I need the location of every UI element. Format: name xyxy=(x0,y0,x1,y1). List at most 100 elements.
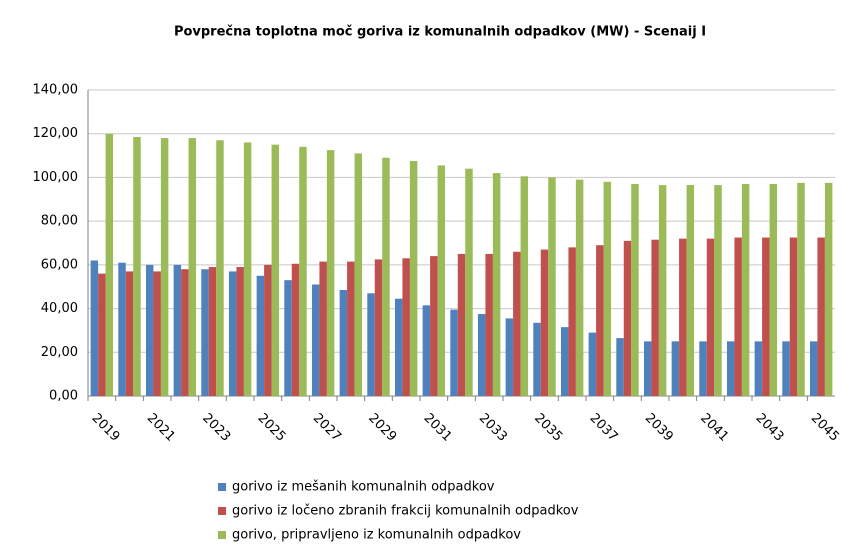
y-tick-label: 60,00 xyxy=(41,257,78,272)
y-tick-label: 140,00 xyxy=(33,83,79,98)
bar xyxy=(651,239,659,396)
legend-label: gorivo iz ločeno zbranih frakcij komunal… xyxy=(232,504,579,519)
y-tick-label: 40,00 xyxy=(41,301,78,316)
bar xyxy=(437,165,446,396)
bar xyxy=(485,253,493,396)
bar xyxy=(98,273,106,396)
legend-swatch xyxy=(218,483,226,491)
bar xyxy=(754,341,763,396)
bar xyxy=(160,138,169,397)
bar xyxy=(133,136,141,396)
y-tick-label: 20,00 xyxy=(41,345,78,360)
bar xyxy=(548,177,556,396)
x-tick-label: 2021 xyxy=(144,411,178,445)
legend-swatch xyxy=(218,531,226,539)
bar xyxy=(568,247,576,396)
bar xyxy=(339,289,348,396)
x-tick-label: 2035 xyxy=(531,411,565,445)
bar xyxy=(256,275,265,396)
x-tick-label: 2037 xyxy=(587,411,621,445)
bar xyxy=(291,263,300,396)
bar xyxy=(311,284,320,396)
bar xyxy=(817,237,825,396)
chart-title: Povprečna toplotna moč goriva iz komunal… xyxy=(174,25,706,40)
bar xyxy=(734,237,742,396)
bar xyxy=(505,318,514,396)
bar xyxy=(465,168,473,396)
bar xyxy=(477,314,486,396)
bar xyxy=(374,259,383,396)
bar xyxy=(264,264,272,396)
bar xyxy=(616,338,624,396)
bar xyxy=(513,251,521,396)
y-tick-label: 80,00 xyxy=(41,214,78,229)
bar xyxy=(782,341,790,396)
bar xyxy=(153,271,161,396)
y-tick-label: 0,00 xyxy=(49,389,78,404)
bar xyxy=(631,183,639,396)
bar xyxy=(603,181,612,396)
bar xyxy=(271,144,280,396)
bar xyxy=(706,238,715,396)
bar xyxy=(354,153,363,396)
bar xyxy=(492,173,501,396)
bar xyxy=(181,269,189,396)
x-tick-label: 2025 xyxy=(255,411,289,445)
x-tick-label: 2045 xyxy=(808,411,842,445)
bar xyxy=(326,150,335,396)
bar xyxy=(797,182,805,396)
bar xyxy=(430,256,438,396)
bar xyxy=(588,332,597,396)
bar xyxy=(533,322,541,396)
bar xyxy=(216,140,224,396)
bar xyxy=(741,183,750,396)
bar xyxy=(347,261,355,396)
bar xyxy=(145,264,154,396)
bar xyxy=(236,267,244,396)
x-tick-label: 2023 xyxy=(199,411,233,445)
x-tick-label: 2041 xyxy=(697,411,731,445)
bar xyxy=(679,238,687,396)
bar xyxy=(789,237,798,396)
bar xyxy=(726,341,735,396)
bar xyxy=(173,264,182,396)
x-tick-label: 2027 xyxy=(310,411,344,445)
bar xyxy=(762,237,770,396)
bar xyxy=(560,327,569,396)
bar xyxy=(658,185,667,396)
bar xyxy=(671,341,680,396)
bar xyxy=(809,341,818,396)
bar xyxy=(520,176,529,396)
bar xyxy=(457,253,466,396)
bar xyxy=(228,271,237,396)
bar xyxy=(769,183,778,396)
bar xyxy=(394,298,403,396)
y-tick-label: 120,00 xyxy=(33,126,79,141)
bar xyxy=(623,240,632,396)
legend-label: gorivo iz mešanih komunalnih odpadkov xyxy=(232,480,495,495)
x-tick-label: 2029 xyxy=(365,411,399,445)
bar xyxy=(243,142,252,396)
bar xyxy=(699,341,707,396)
x-tick-label: 2019 xyxy=(89,411,123,445)
x-tick-label: 2039 xyxy=(642,411,676,445)
bar xyxy=(125,271,134,396)
bar xyxy=(284,280,292,396)
bar xyxy=(319,261,327,396)
legend-swatch xyxy=(218,507,226,515)
bar xyxy=(540,249,549,396)
x-tick-label: 2033 xyxy=(476,411,510,445)
bar xyxy=(450,309,458,396)
bar xyxy=(188,138,197,397)
bar xyxy=(201,269,209,396)
bar xyxy=(422,305,431,396)
bar xyxy=(367,293,375,396)
x-tick-label: 2043 xyxy=(753,411,787,445)
bar xyxy=(824,182,833,396)
bar xyxy=(299,146,307,396)
bar xyxy=(643,341,652,396)
bar xyxy=(90,260,99,396)
bar xyxy=(105,133,114,396)
bar xyxy=(714,185,722,396)
